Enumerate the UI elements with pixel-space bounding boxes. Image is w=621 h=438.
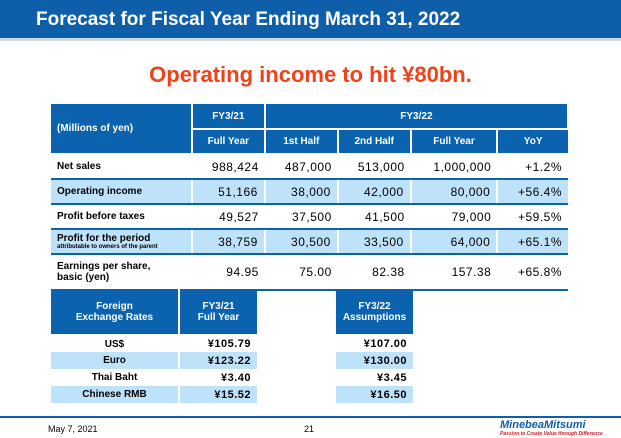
col-header: Full Year — [410, 129, 499, 155]
fx-header-line1: Foreign — [96, 300, 133, 312]
cell: 51,166 — [191, 179, 266, 205]
cell: 487,000 — [264, 154, 338, 180]
page-number: 21 — [304, 424, 315, 434]
cell: 80,000 — [410, 179, 499, 205]
row-label-main: Earnings per share, — [57, 261, 151, 272]
table-row: Net sales 988,424 487,000 513,000 1,000,… — [51, 154, 568, 180]
fx-row: Euro ¥123.22 — [51, 352, 257, 369]
fx-col-fy22: FY3/22 Assumptions — [336, 289, 413, 336]
fx-label: US$ — [51, 335, 180, 352]
cell: 30,500 — [264, 229, 339, 255]
fx-value: ¥3.45 — [376, 371, 407, 384]
fx-header-line2: Exchange Rates — [75, 311, 154, 323]
cell: +1.2% — [497, 154, 568, 180]
fx-assumptions-table: FY3/22 Assumptions ¥107.00 ¥130.00 ¥3.45 … — [336, 289, 413, 403]
cell: 38,759 — [191, 229, 266, 255]
cell: +59.5% — [497, 204, 568, 230]
unit-label: (Millions of yen) — [51, 104, 193, 155]
fx-col-line1: FY3/22 — [358, 300, 391, 312]
cell: 1,000,000 — [410, 154, 498, 180]
row-label: Profit before taxes — [51, 204, 192, 230]
headline: Operating income to hit ¥80bn. — [149, 62, 472, 87]
cell: 38,000 — [264, 179, 339, 205]
table-row: Profit for the period attributable to own… — [51, 229, 568, 255]
fx-value: ¥130.00 — [336, 352, 413, 369]
company-logo: MinebeaMitsumi Passion to Create Value th… — [500, 419, 603, 437]
cell: 41,500 — [337, 204, 411, 230]
table-row: Operating income 51,166 38,000 42,000 80… — [51, 179, 568, 205]
col-fy21: FY3/21 — [191, 104, 266, 130]
fx-label: Thai Baht — [51, 369, 180, 386]
fx-label: Chinese RMB — [51, 386, 180, 403]
fx-value: ¥15.52 — [179, 386, 257, 403]
footer-date: May 7, 2021 — [48, 424, 98, 434]
row-label-line2: basic (yen) — [57, 272, 110, 283]
title-divider — [0, 38, 621, 41]
fx-col-line2: Assumptions — [342, 311, 407, 323]
footer-divider — [0, 416, 621, 418]
row-label: Profit for the period attributable to own… — [51, 229, 193, 255]
forecast-table: (Millions of yen) FY3/21 FY3/22 Full Yea… — [51, 104, 570, 291]
cell: +65.1% — [497, 229, 568, 255]
col-header: 1st Half — [264, 129, 339, 155]
cell: 75.00 — [264, 254, 338, 291]
fx-value: ¥16.50 — [336, 386, 413, 403]
cell: 157.38 — [410, 254, 498, 291]
logo-tagline: Passion to Create Value through Differen… — [500, 431, 603, 437]
cell: 79,000 — [410, 204, 498, 230]
cell: +56.4% — [497, 179, 568, 205]
row-label: Operating income — [51, 179, 193, 205]
fx-row: Thai Baht ¥3.40 — [51, 369, 257, 386]
col-fy22: FY3/22 — [264, 104, 570, 130]
fx-value: ¥107.00 — [363, 338, 407, 350]
fx-col-line1: FY3/21 — [202, 300, 235, 312]
row-label-main: Profit for the period — [57, 233, 151, 244]
fx-row: US$ ¥105.79 — [51, 335, 257, 352]
cell: 82.38 — [337, 254, 411, 291]
fx-value: ¥123.22 — [179, 352, 257, 369]
col-header: YoY — [497, 129, 568, 155]
cell: 33,500 — [337, 229, 412, 255]
table-row: Profit before taxes 49,527 37,500 41,500… — [51, 204, 568, 230]
fx-value: ¥3.40 — [220, 371, 251, 384]
cell: 513,000 — [337, 154, 411, 180]
fx-rates-table: Foreign Exchange Rates FY3/21 Full Year US… — [51, 289, 257, 403]
col-header: 2nd Half — [337, 129, 412, 155]
cell: 64,000 — [410, 229, 499, 255]
fx-value: ¥105.79 — [207, 338, 251, 350]
fx-col-line2: Full Year — [197, 311, 240, 323]
row-sublabel: attributable to owners of the parent — [57, 244, 158, 250]
fx-header: Foreign Exchange Rates — [51, 289, 180, 336]
fx-row: Chinese RMB ¥15.52 — [51, 386, 257, 403]
logo-text: MinebeaMitsumi — [500, 419, 586, 431]
cell: 94.95 — [191, 254, 265, 291]
fx-label: Euro — [51, 352, 180, 369]
cell: +65.8% — [497, 254, 568, 291]
table-row: Earnings per share, basic (yen) 94.95 75.… — [51, 254, 568, 291]
row-label: Net sales — [51, 154, 192, 180]
slide-title: Forecast for Fiscal Year Ending March 31… — [0, 0, 621, 38]
cell: 988,424 — [191, 154, 265, 180]
cell: 42,000 — [337, 179, 412, 205]
cell: 49,527 — [191, 204, 265, 230]
cell: 37,500 — [264, 204, 338, 230]
fx-col-fy21: FY3/21 Full Year — [179, 289, 257, 336]
col-header: Full Year — [191, 129, 266, 155]
row-label: Earnings per share, basic (yen) — [51, 254, 192, 291]
